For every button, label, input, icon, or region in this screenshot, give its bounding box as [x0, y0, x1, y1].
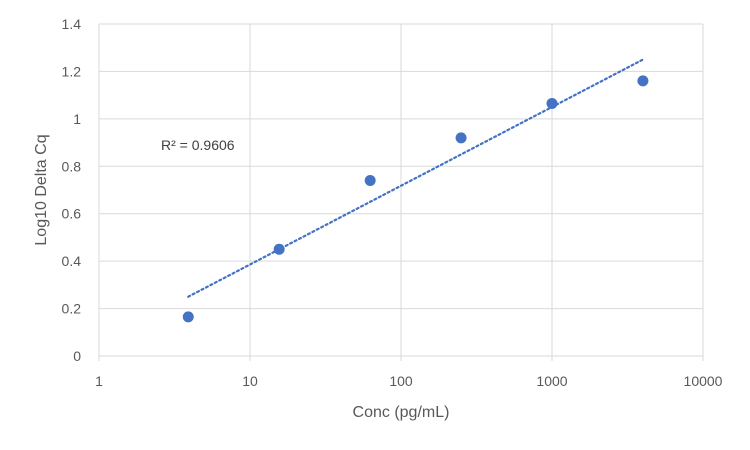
y-tick-label: 0.4 — [62, 253, 82, 269]
y-tick-label: 1.4 — [62, 16, 82, 32]
data-point — [637, 75, 649, 87]
x-tick-label: 1000 — [536, 373, 567, 389]
trendline — [187, 58, 645, 298]
x-tick-label: 10000 — [684, 373, 723, 389]
gridlines — [98, 23, 704, 361]
y-tick-label: 1.2 — [62, 63, 82, 79]
x-tick-label: 1 — [95, 373, 103, 389]
data-point — [182, 311, 194, 323]
y-axis-title: Log10 Delta Cq — [33, 134, 50, 245]
data-points — [182, 75, 649, 323]
x-tick-label: 10 — [242, 373, 258, 389]
trendline-group — [187, 58, 645, 298]
y-tick-label: 0.8 — [62, 158, 82, 174]
y-tick-label: 1 — [73, 111, 81, 127]
x-axis-title: Conc (pg/mL) — [353, 404, 450, 421]
y-tick-label: 0.6 — [62, 206, 82, 222]
y-tick-label: 0 — [73, 348, 81, 364]
data-point — [273, 243, 285, 255]
y-tick-label: 0.2 — [62, 301, 82, 317]
x-tick-label: 100 — [389, 373, 413, 389]
x-tick-labels: 1 10 100 1000 10000 — [95, 373, 723, 389]
y-tick-labels: 0 0.2 0.4 0.6 0.8 1 1.2 1.4 — [62, 16, 82, 364]
data-point — [546, 97, 558, 109]
data-point — [455, 132, 467, 144]
data-point — [364, 175, 376, 187]
r-squared-label: R² = 0.9606 — [161, 137, 235, 153]
